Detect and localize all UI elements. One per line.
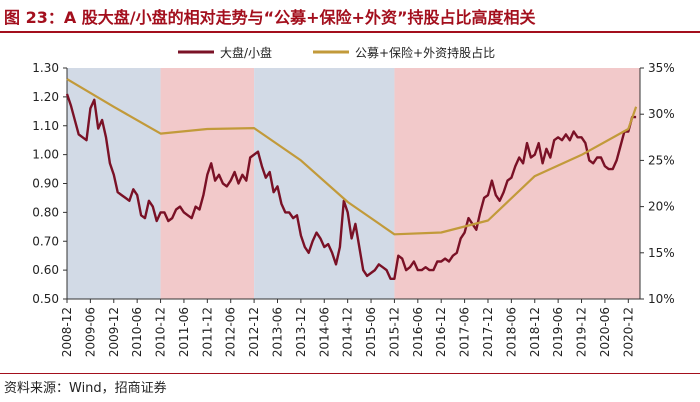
x-axis-tick-label: 2020-12 xyxy=(621,307,635,357)
source-note: 资料来源：Wind，招商证券 xyxy=(4,381,167,396)
x-axis-tick-label: 2019-12 xyxy=(575,307,589,357)
left-axis-tick-label: 0.60 xyxy=(32,263,59,277)
left-axis-tick-label: 0.80 xyxy=(32,205,59,219)
x-axis-tick-label: 2019-06 xyxy=(551,307,565,357)
x-axis-tick-label: 2018-12 xyxy=(528,307,542,357)
source-divider xyxy=(0,373,700,374)
x-axis-tick-label: 2020-06 xyxy=(598,307,612,357)
left-axis-tick-label: 1.20 xyxy=(32,90,59,104)
x-axis-tick-label: 2013-06 xyxy=(270,307,284,357)
chart-canvas: 0.50 0.60 0.70 0.80 0.90 1.00 1.10 1.20 1.30 10% 1… xyxy=(32,45,674,357)
left-axis-tick-label: 1.00 xyxy=(32,148,59,162)
x-axis-tick-label: 2008-12 xyxy=(60,307,74,357)
right-axis-tick-label: 35% xyxy=(648,61,675,75)
left-axis-tick-label: 0.50 xyxy=(32,292,59,306)
title-bar: 图 23：A 股大盘/小盘的相对走势与“公募+保险+外资”持股占比高度相关 xyxy=(0,0,700,33)
x-axis-tick-label: 2016-12 xyxy=(434,307,448,357)
x-axis-tick-label: 2017-12 xyxy=(481,307,495,357)
x-axis-tick-label: 2018-06 xyxy=(504,307,518,357)
right-axis-tick-label: 15% xyxy=(648,246,675,260)
legend-label: 公募+保险+外资持股占比 xyxy=(355,45,495,60)
shaded-region-4 xyxy=(394,68,640,299)
x-axis-tick-label: 2013-12 xyxy=(294,307,308,357)
shaded-region-1 xyxy=(67,68,161,299)
left-axis-tick-label: 1.10 xyxy=(32,119,59,133)
right-axis-tick-label: 30% xyxy=(648,107,675,121)
x-axis-tick-label: 2009-12 xyxy=(107,307,121,357)
x-axis-tick-label: 2016-06 xyxy=(411,307,425,357)
x-axis-tick-label: 2014-12 xyxy=(341,307,355,357)
left-axis-tick-label: 0.70 xyxy=(32,234,59,248)
axes: 0.50 0.60 0.70 0.80 0.90 1.00 1.10 1.20 1.30 10% 1… xyxy=(32,61,674,357)
right-axis-tick-label: 20% xyxy=(648,200,675,214)
shaded-region-2 xyxy=(160,68,255,299)
x-axis-tick-label: 2010-06 xyxy=(130,307,144,357)
x-axis-tick-label: 2011-12 xyxy=(200,307,214,357)
series-lines xyxy=(65,78,638,280)
left-axis-tick-label: 1.30 xyxy=(32,61,59,75)
series-line-institutional-share xyxy=(66,78,638,236)
x-axis-tick-label: 2012-06 xyxy=(224,307,238,357)
x-axis-tick-label: 2010-12 xyxy=(154,307,168,357)
series-line-large-small-ratio xyxy=(65,93,637,280)
x-axis-tick-label: 2012-12 xyxy=(247,307,261,357)
x-axis-tick-label: 2014-06 xyxy=(317,307,331,357)
legend: 大盘/小盘 公募+保险+外资持股占比 xyxy=(178,45,495,60)
figure-title: 图 23：A 股大盘/小盘的相对走势与“公募+保险+外资”持股占比高度相关 xyxy=(4,8,536,27)
x-axis-tick-label: 2009-06 xyxy=(83,307,97,357)
x-axis-tick-label: 2015-12 xyxy=(387,307,401,357)
x-axis-tick-label: 2017-06 xyxy=(458,307,472,357)
shaded-region-3 xyxy=(254,68,395,299)
left-axis-tick-label: 0.90 xyxy=(32,177,59,191)
title-divider xyxy=(0,31,700,33)
shaded-regions xyxy=(67,68,640,299)
right-axis-tick-label: 25% xyxy=(648,153,675,167)
right-axis-tick-label: 10% xyxy=(648,292,675,306)
x-axis-tick-label: 2015-06 xyxy=(364,307,378,357)
legend-label: 大盘/小盘 xyxy=(220,45,272,60)
x-axis-tick-label: 2011-06 xyxy=(177,307,191,357)
